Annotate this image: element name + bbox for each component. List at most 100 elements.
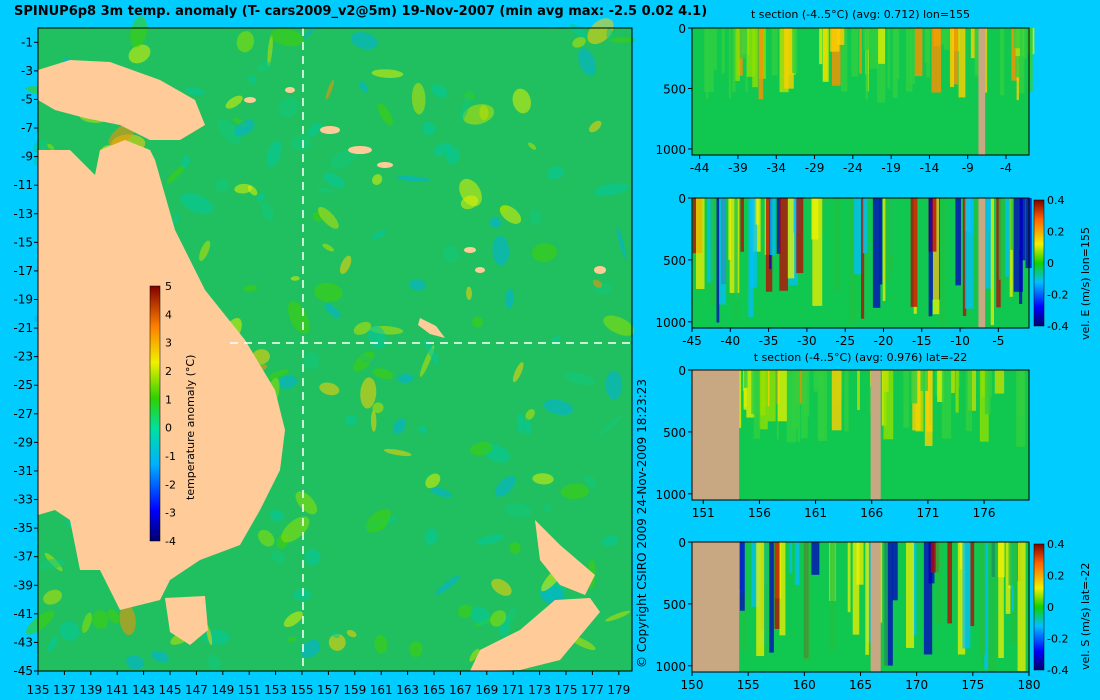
map-y-tick-label: -1 xyxy=(21,35,33,49)
map-x-tick-label: 165 xyxy=(423,683,446,697)
section-y-tick-label: 500 xyxy=(663,426,686,440)
section-x-tick-label: 166 xyxy=(860,506,883,520)
tasmania xyxy=(165,596,208,645)
section-y-tick-label: 1000 xyxy=(655,316,686,330)
map-y-tick-label: -11 xyxy=(13,178,33,192)
vel-e-colorbar-label: vel. E (m/s) lon=155 xyxy=(1079,227,1092,340)
section-y-tick-label: 500 xyxy=(663,82,686,96)
section-colorbar xyxy=(1033,199,1045,327)
section-x-tick-label: -5 xyxy=(992,334,1004,348)
cape-york xyxy=(95,165,130,215)
map-x-tick-label: 141 xyxy=(106,683,129,697)
section-x-tick-label: -34 xyxy=(766,161,786,175)
map-x-tick-label: 137 xyxy=(53,683,76,697)
map-frame xyxy=(37,27,633,672)
map-y-tick-label: -33 xyxy=(13,493,33,507)
map-colorbar-tick-label: 1 xyxy=(165,393,172,406)
section-x-tick-label: 150 xyxy=(681,678,704,692)
section-x-tick-label: -45 xyxy=(682,334,702,348)
map-y-tick-label: -37 xyxy=(13,550,33,564)
map-colorbar-tick-label: -3 xyxy=(165,507,176,520)
map-x-tick-label: 175 xyxy=(555,683,578,697)
map-y-tick-label: -19 xyxy=(13,292,33,306)
map-panel[interactable]: 135 137 139 141 143 145 147 149 151 153 155 157 159 1… xyxy=(13,13,637,697)
t-section-lat-title: t section (-4..5°C) (avg: 0.976) lat=-22 xyxy=(753,351,968,364)
map-x-tick-label: 135 xyxy=(27,683,50,697)
new-zealand-north xyxy=(535,520,595,595)
section-y-tick-label: 1000 xyxy=(655,488,686,502)
map-x-tick-label: 167 xyxy=(449,683,472,697)
section-x-tick-label: -9 xyxy=(962,161,974,175)
section-frame xyxy=(691,27,1030,156)
section-x-tick-label: 171 xyxy=(916,506,939,520)
page-title: SPINUP6p8 3m temp. anomaly (T- cars2009_… xyxy=(14,4,708,19)
map-x-tick-label: 163 xyxy=(396,683,419,697)
map-colorbar-label: temperature anomaly (°C) xyxy=(184,354,197,500)
island-chains xyxy=(244,87,606,274)
map-x-tick-label: 169 xyxy=(475,683,498,697)
section-x-tick-label: 155 xyxy=(737,678,760,692)
new-guinea xyxy=(38,60,205,140)
section-x-tick-label: 160 xyxy=(793,678,816,692)
map-x-tick-label: 151 xyxy=(238,683,261,697)
section-x-tick-label: 165 xyxy=(849,678,872,692)
section-y-tick-label: 0 xyxy=(678,192,686,206)
section-land-bar xyxy=(870,542,881,672)
section-colorbar-tick-label: -0.2 xyxy=(1047,289,1068,302)
section-x-tick-label: -15 xyxy=(912,334,932,348)
section-colorbar-tick-label: -0.4 xyxy=(1047,664,1068,677)
map-y-tick-label: -17 xyxy=(13,264,33,278)
section-y-tick-label: 0 xyxy=(678,536,686,550)
map-y-tick-label: -3 xyxy=(21,64,33,78)
map-y-tick-label: -45 xyxy=(13,664,33,678)
section-y-tick-label: 0 xyxy=(678,22,686,36)
section-x-tick-label: -44 xyxy=(690,161,710,175)
section-x-tick-label: 156 xyxy=(748,506,771,520)
t-section-lon-panel[interactable]: -44 -39 -34 -29 -24 -19 -14 -9 -4 0 500 1000 xyxy=(655,22,1035,175)
section-stripes xyxy=(704,28,1035,103)
map-colorbar-tick-label: 0 xyxy=(165,422,172,435)
t-section-lat-panel[interactable]: 151 156 161 166 171 176 0 500 1000 xyxy=(655,364,1030,520)
new-caledonia xyxy=(418,318,445,338)
section-y-tick-label: 1000 xyxy=(655,660,686,674)
section-colorbar-tick-label: 0 xyxy=(1047,601,1054,614)
map-x-ticks: 135 137 139 141 143 145 147 149 151 153 155 157 159 1… xyxy=(27,671,630,697)
map-x-tick-label: 147 xyxy=(185,683,208,697)
map-x-tick-label: 139 xyxy=(79,683,102,697)
section-x-tick-label: -4 xyxy=(1000,161,1012,175)
section-x-tick-label: 170 xyxy=(905,678,928,692)
map-y-tick-label: -9 xyxy=(21,150,33,164)
section-colorbar-tick-label: -0.4 xyxy=(1047,320,1068,333)
map-y-tick-label: -41 xyxy=(13,607,33,621)
section-x-tick-label: -35 xyxy=(759,334,779,348)
map-x-tick-label: 149 xyxy=(211,683,234,697)
map-y-tick-label: -7 xyxy=(21,121,33,135)
map-x-tick-label: 157 xyxy=(317,683,340,697)
section-x-tick-label: 175 xyxy=(961,678,984,692)
map-x-tick-label: 155 xyxy=(291,683,314,697)
map-x-tick-label: 177 xyxy=(581,683,604,697)
map-colorbar-tick-label: -1 xyxy=(165,450,176,463)
map-y-tick-label: -21 xyxy=(13,321,33,335)
map-y-tick-label: -29 xyxy=(13,435,33,449)
section-x-tick-label: -24 xyxy=(843,161,863,175)
section-land-bar xyxy=(978,28,986,155)
section-x-tick-label: -19 xyxy=(881,161,901,175)
section-x-tick-label: 151 xyxy=(692,506,715,520)
vel-e-section-panel[interactable]: -45 -40 -35 -30 -25 -20 -15 -10 -5 0 500 1000 0.4 0.2… xyxy=(655,192,1068,348)
vel-s-section-panel[interactable]: 150 155 160 165 170 175 180 0 500 1000 0.4 0.2 0 -0.2… xyxy=(655,536,1068,692)
section-x-tick-label: -29 xyxy=(805,161,825,175)
map-y-tick-label: -31 xyxy=(13,464,33,478)
map-colorbar-ticks: 5 4 3 2 1 0 -1 -2 -3 -4 xyxy=(165,280,176,548)
section-colorbar-tick-label: 0.4 xyxy=(1047,538,1065,551)
map-x-tick-label: 145 xyxy=(159,683,182,697)
map-x-tick-label: 153 xyxy=(264,683,287,697)
section-frame xyxy=(691,197,1030,329)
map-x-tick-label: 143 xyxy=(132,683,155,697)
new-zealand-south xyxy=(470,598,600,671)
map-x-tick-label: 159 xyxy=(343,683,366,697)
map-y-tick-label: -13 xyxy=(13,207,33,221)
section-x-tick-label: -20 xyxy=(874,334,894,348)
map-colorbar-tick-label: 2 xyxy=(165,365,172,378)
